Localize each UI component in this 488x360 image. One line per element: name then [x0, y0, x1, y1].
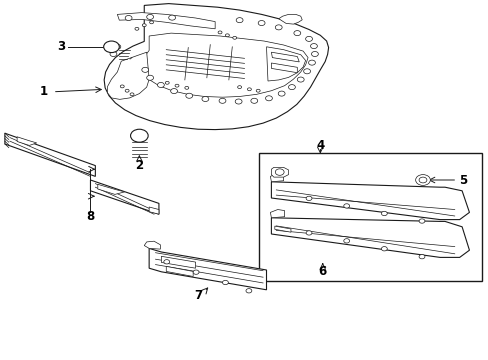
Circle shape [288, 85, 295, 90]
Polygon shape [166, 266, 193, 276]
Circle shape [305, 231, 311, 235]
Circle shape [381, 247, 386, 251]
Circle shape [381, 211, 386, 216]
Circle shape [222, 280, 228, 285]
Text: 2: 2 [135, 159, 143, 172]
Polygon shape [17, 137, 37, 145]
Polygon shape [161, 256, 195, 268]
Circle shape [125, 89, 129, 92]
Polygon shape [266, 47, 305, 81]
Text: 5: 5 [458, 174, 466, 186]
Circle shape [184, 86, 188, 89]
Polygon shape [141, 33, 307, 97]
Circle shape [218, 31, 222, 34]
Polygon shape [270, 210, 284, 218]
Circle shape [305, 36, 312, 41]
Circle shape [146, 14, 153, 19]
Circle shape [165, 81, 169, 84]
Circle shape [219, 98, 225, 103]
Polygon shape [271, 182, 468, 220]
Circle shape [175, 84, 179, 87]
Polygon shape [271, 52, 299, 62]
Circle shape [130, 129, 148, 142]
Circle shape [308, 60, 315, 65]
Circle shape [275, 25, 282, 30]
Circle shape [149, 21, 153, 24]
Text: 3: 3 [58, 40, 65, 53]
Circle shape [343, 239, 349, 243]
Circle shape [168, 15, 175, 20]
Circle shape [103, 41, 119, 53]
Circle shape [193, 270, 199, 274]
Bar [259, 153, 481, 281]
Circle shape [157, 82, 164, 87]
Polygon shape [274, 226, 290, 232]
Circle shape [310, 44, 317, 49]
Circle shape [142, 67, 148, 72]
Circle shape [415, 175, 429, 185]
Circle shape [237, 86, 241, 89]
Circle shape [258, 21, 264, 26]
Circle shape [235, 99, 242, 104]
Text: 7: 7 [194, 289, 202, 302]
Polygon shape [5, 133, 95, 176]
Text: 1: 1 [40, 85, 48, 98]
Circle shape [297, 77, 304, 82]
Text: 8: 8 [86, 210, 94, 222]
Circle shape [303, 69, 310, 74]
Circle shape [343, 204, 349, 208]
Circle shape [163, 260, 169, 264]
Polygon shape [270, 174, 283, 182]
Circle shape [135, 27, 139, 30]
Polygon shape [98, 184, 124, 194]
Circle shape [247, 88, 251, 91]
Circle shape [256, 89, 260, 92]
Polygon shape [90, 180, 159, 214]
Circle shape [120, 85, 124, 88]
Polygon shape [104, 4, 328, 130]
Polygon shape [271, 63, 297, 73]
Circle shape [236, 18, 243, 23]
Circle shape [232, 36, 236, 39]
Circle shape [265, 96, 272, 101]
Polygon shape [149, 207, 159, 214]
Circle shape [418, 177, 426, 183]
Polygon shape [271, 167, 288, 177]
Circle shape [142, 24, 146, 27]
Circle shape [170, 89, 177, 94]
Circle shape [146, 75, 153, 80]
Polygon shape [107, 52, 149, 99]
Circle shape [130, 93, 134, 96]
Circle shape [293, 31, 300, 36]
Text: 6: 6 [318, 265, 326, 278]
Polygon shape [149, 248, 266, 290]
Circle shape [278, 91, 285, 96]
Circle shape [114, 44, 121, 49]
Circle shape [185, 93, 192, 98]
Circle shape [305, 196, 311, 201]
Circle shape [125, 15, 132, 21]
Polygon shape [117, 13, 215, 29]
Polygon shape [144, 241, 160, 249]
Circle shape [250, 98, 257, 103]
Text: 4: 4 [316, 139, 324, 152]
Circle shape [225, 34, 229, 37]
Circle shape [245, 289, 251, 293]
Polygon shape [278, 14, 302, 24]
Polygon shape [271, 218, 468, 257]
Circle shape [418, 219, 424, 223]
Circle shape [311, 51, 318, 57]
Circle shape [418, 255, 424, 259]
Circle shape [110, 51, 117, 57]
Circle shape [275, 169, 284, 175]
Circle shape [202, 96, 208, 102]
